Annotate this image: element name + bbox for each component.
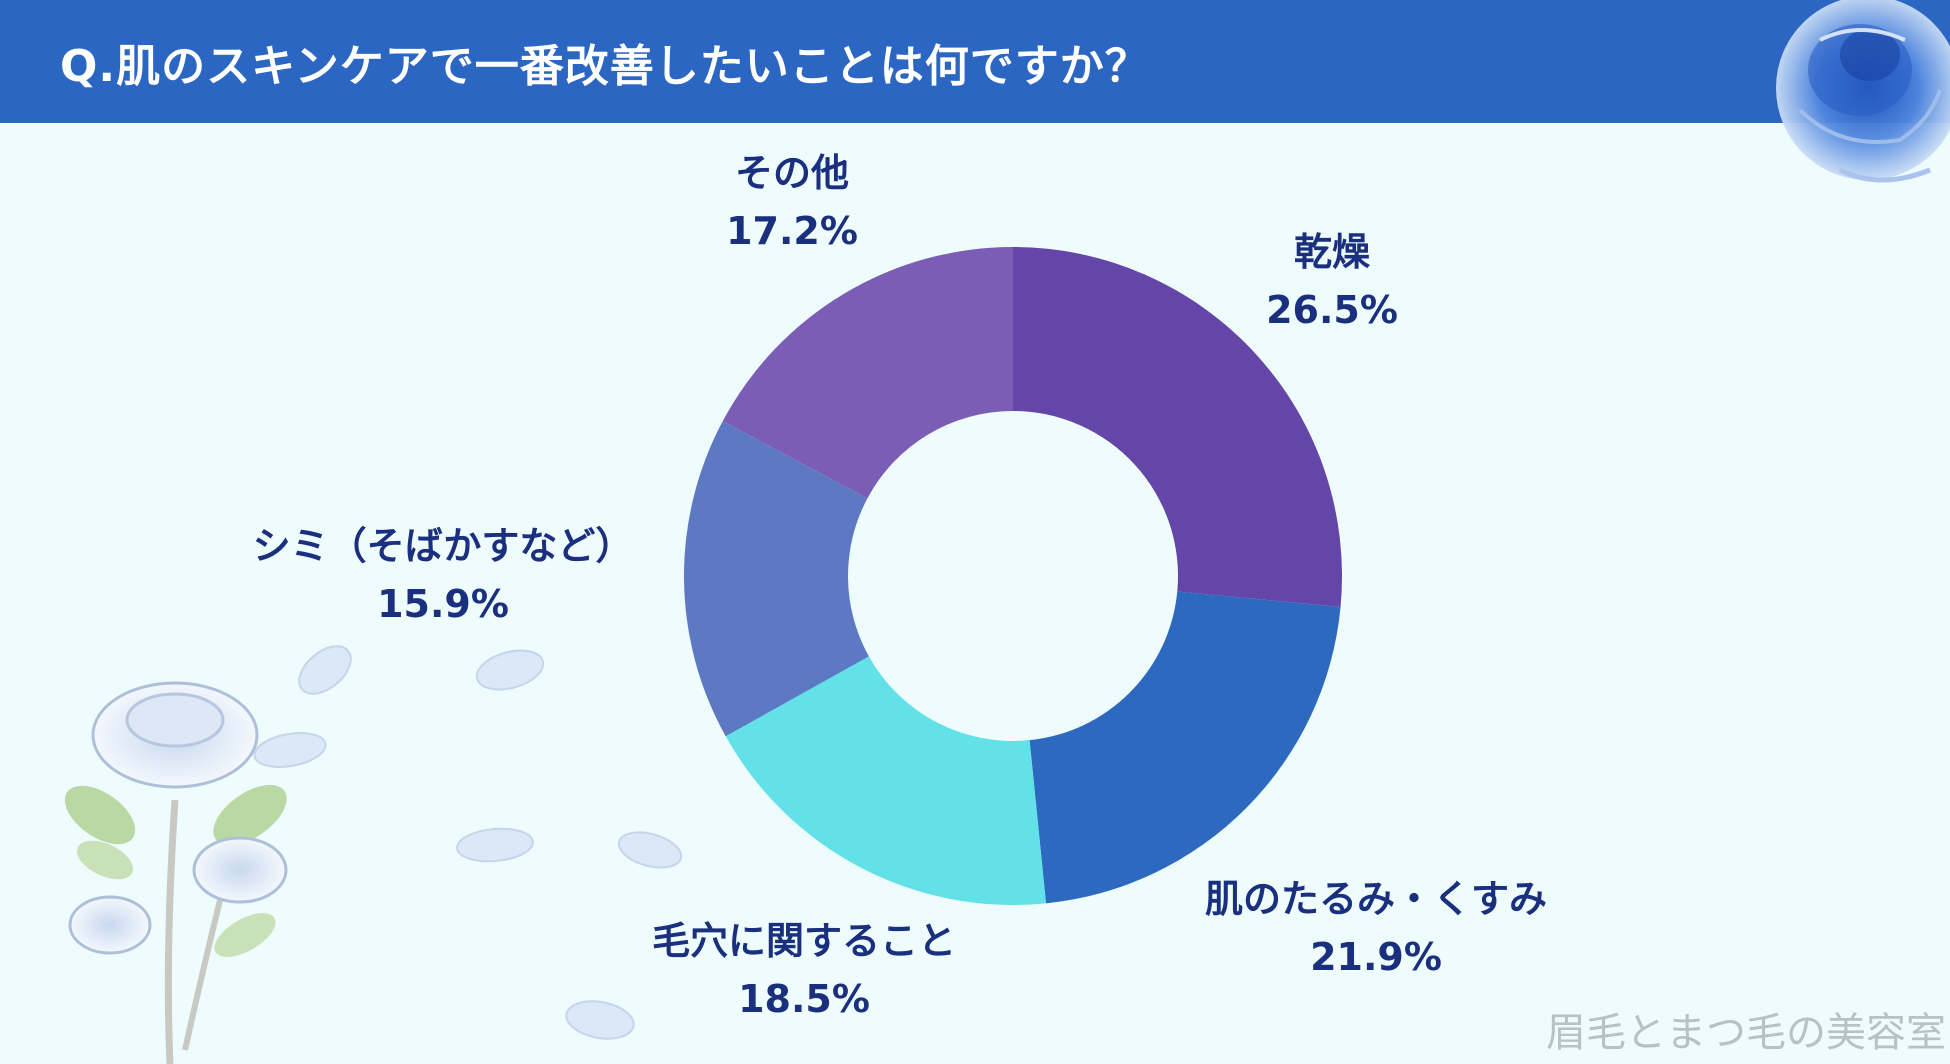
donut-slice — [722, 247, 1013, 499]
donut-slice — [1013, 247, 1343, 607]
pale-rose-branch-icon — [64, 681, 288, 1064]
slice-value-label: 17.2% — [726, 209, 858, 253]
slice-value-label: 21.9% — [1310, 935, 1442, 979]
donut-slice — [684, 421, 869, 737]
blue-rose-icon — [1776, 0, 1950, 183]
donut-slice — [1029, 591, 1341, 904]
petal-icon — [253, 645, 683, 1040]
slice-value-label: 15.9% — [377, 582, 509, 626]
slice-value-label: 26.5% — [1266, 288, 1398, 332]
page-title: Q.肌のスキンケアで一番改善したいことは何ですか？ — [60, 41, 1150, 92]
slice-label: 毛穴に関すること — [652, 919, 956, 963]
slice-value-label: 18.5% — [738, 977, 870, 1021]
watermark: 眉毛とまつ毛の美容室 — [1546, 1010, 1946, 1056]
donut-slice — [725, 656, 1047, 905]
slice-label: 乾燥 — [1294, 230, 1371, 274]
header-bar: Q.肌のスキンケアで一番改善したいことは何ですか？ — [0, 0, 1950, 123]
slice-label: シミ（そばかすなど） — [253, 524, 634, 568]
slice-label: 肌のたるみ・くすみ — [1205, 877, 1547, 921]
slice-label: その他 — [735, 151, 849, 195]
